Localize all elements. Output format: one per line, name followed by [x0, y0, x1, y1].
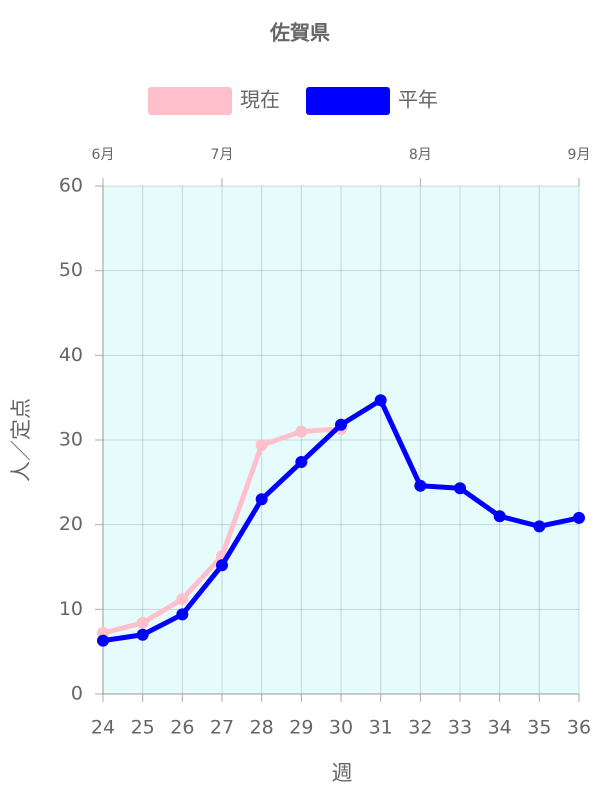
y-tick-label: 40	[59, 344, 83, 366]
y-tick-label: 50	[59, 259, 83, 281]
y-tick-label: 10	[59, 598, 83, 620]
x-tick-label: 24	[91, 717, 115, 739]
data-point	[335, 418, 347, 431]
data-point	[374, 394, 387, 407]
legend-label: 現在	[240, 88, 280, 112]
x-axis-label: 週	[332, 761, 353, 785]
y-tick-label: 30	[59, 429, 83, 451]
x-tick-label: 33	[448, 717, 472, 739]
x-tick-label: 25	[131, 717, 155, 739]
chart-title: 佐賀県	[269, 21, 330, 45]
data-point	[533, 520, 546, 533]
x-tick-label: 30	[329, 717, 353, 739]
data-point	[176, 593, 189, 606]
x-tick-label: 26	[170, 717, 194, 739]
data-point	[136, 616, 149, 629]
legend-swatch	[148, 87, 232, 115]
x-tick-label: 35	[527, 717, 551, 739]
data-point	[136, 628, 149, 641]
x2-tick-label: 9月	[568, 147, 591, 163]
x-tick-label: 27	[210, 717, 234, 739]
y-tick-label: 60	[59, 175, 83, 197]
data-point	[255, 439, 268, 452]
y-axis-label: 人／定点	[9, 398, 33, 482]
x-tick-label: 32	[408, 717, 432, 739]
data-point	[216, 559, 228, 572]
x-tick-label: 36	[567, 717, 591, 739]
x2-tick-label: 8月	[409, 147, 432, 163]
x2-tick-label: 7月	[211, 147, 234, 163]
data-point	[176, 608, 189, 621]
data-point	[255, 493, 268, 506]
legend-swatch	[306, 87, 390, 115]
legend-label: 平年	[398, 88, 438, 112]
data-point	[97, 634, 109, 647]
data-point	[295, 425, 308, 438]
y-tick-label: 0	[71, 683, 83, 705]
data-point	[295, 456, 308, 469]
y-tick-label: 20	[59, 513, 83, 535]
x-tick-label: 34	[488, 717, 512, 739]
data-point	[454, 482, 466, 495]
x-tick-label: 31	[369, 717, 393, 739]
x2-tick-label: 6月	[92, 147, 115, 163]
data-point	[414, 479, 427, 492]
data-point	[493, 510, 506, 523]
x-tick-label: 29	[289, 717, 313, 739]
data-point	[573, 511, 585, 524]
x-tick-label: 28	[250, 717, 274, 739]
